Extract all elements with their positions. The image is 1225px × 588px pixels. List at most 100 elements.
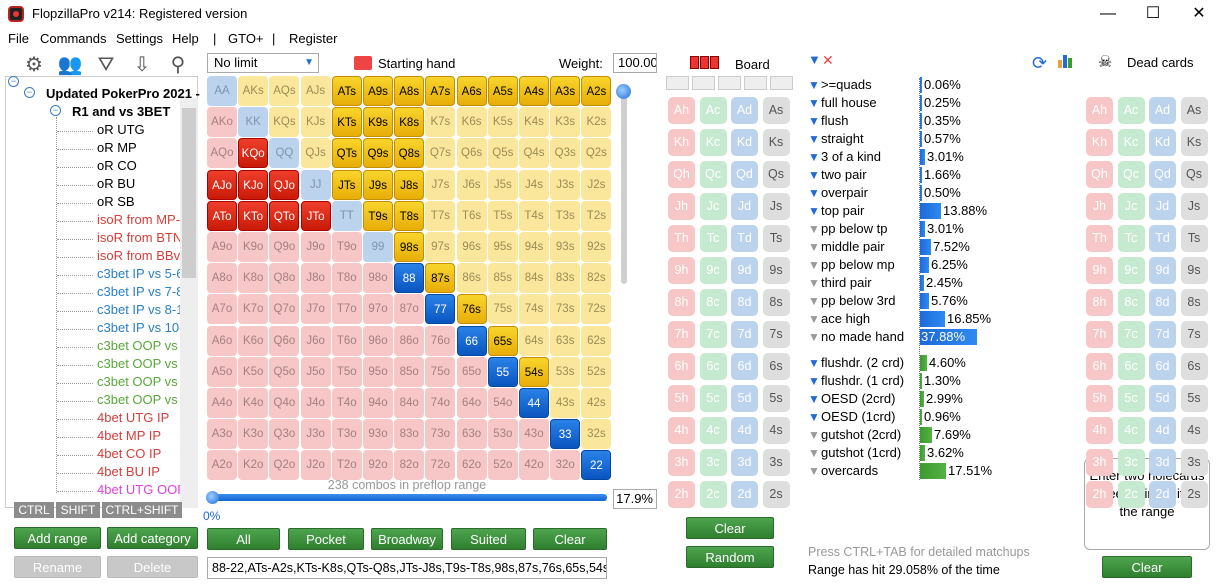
hand-cell[interactable]: KJo (238, 169, 269, 200)
hand-cell[interactable]: Q3o (269, 419, 300, 450)
filter-icon[interactable]: ▼ (808, 240, 820, 254)
board-clear-button[interactable]: Clear (686, 517, 774, 539)
hand-cell[interactable]: 94s (519, 232, 549, 262)
add-range-button[interactable]: Add range (14, 527, 101, 549)
hand-category-label[interactable]: pp below 3rd (821, 293, 896, 308)
board-card[interactable]: 8c (699, 289, 727, 316)
tree-range-item[interactable]: oR CO (97, 158, 137, 173)
hand-cell[interactable]: K2o (238, 450, 269, 481)
hand-cell[interactable]: Q8o (269, 263, 300, 294)
dead-card[interactable]: Ah (1086, 97, 1113, 124)
tree-range-item[interactable]: c3bet IP vs 8-10% (97, 302, 180, 317)
hand-cell[interactable]: A7s (425, 76, 456, 106)
dead-card[interactable]: 3s (1180, 449, 1208, 476)
hand-category-label[interactable]: overcards (821, 463, 879, 478)
board-slot[interactable] (666, 76, 689, 90)
hand-cell[interactable]: K6s (456, 107, 487, 138)
board-card[interactable]: Qd (731, 161, 758, 188)
hand-category-label[interactable]: pp below tp (821, 221, 888, 236)
hand-cell[interactable]: A4o (207, 388, 237, 418)
hand-cell[interactable]: ATo (207, 200, 237, 231)
hand-cell[interactable]: 97o (363, 294, 393, 325)
board-card[interactable]: 3s (762, 449, 790, 476)
hand-cell[interactable]: KJs (300, 107, 331, 138)
hand-cell[interactable]: 55 (487, 356, 518, 387)
hand-cell[interactable]: 76s (456, 294, 487, 325)
hand-cell[interactable]: A8s (394, 76, 425, 106)
dead-card[interactable]: 6d (1149, 353, 1176, 380)
dead-card[interactable]: 9h (1086, 257, 1113, 284)
tree-range-item[interactable]: 4bet UTG OOP (97, 482, 180, 497)
hand-cell[interactable]: Q4s (519, 138, 549, 169)
filter-icon[interactable]: ▼ (808, 258, 820, 272)
hand-cell[interactable]: A5s (487, 76, 518, 106)
menu-settings[interactable]: Settings (116, 31, 163, 46)
hand-cell[interactable]: QJs (300, 138, 331, 169)
hand-cell[interactable]: 63o (456, 419, 487, 450)
hand-cell[interactable]: 83s (550, 263, 581, 294)
dead-card[interactable]: Ks (1180, 129, 1208, 156)
board-card[interactable]: 8h (668, 289, 695, 316)
hand-cell[interactable]: 86s (456, 263, 487, 294)
dead-card[interactable]: 9c (1117, 257, 1145, 284)
filter-icon[interactable]: ▼ (808, 114, 820, 128)
hand-cell[interactable]: 98o (363, 263, 393, 294)
hand-cell[interactable]: 65s (487, 325, 518, 356)
board-slot[interactable] (770, 76, 793, 90)
dead-card[interactable]: 5c (1117, 385, 1145, 412)
tree-range-item[interactable]: 4bet CO IP (97, 446, 162, 461)
tree-range-item[interactable]: oR BU (97, 176, 136, 191)
hand-cell[interactable]: AQs (269, 76, 300, 106)
hand-cell[interactable]: 92s (581, 232, 612, 262)
hand-cell[interactable]: KQo (238, 138, 269, 169)
hand-cell[interactable]: 75o (425, 356, 456, 387)
hand-cell[interactable]: A8o (207, 263, 237, 294)
hand-cell[interactable]: 52s (581, 356, 612, 387)
hand-cell[interactable]: 73o (425, 419, 456, 450)
dead-card[interactable]: 2h (1086, 481, 1113, 508)
bar-chart-icon[interactable] (1058, 54, 1074, 68)
broadway-button[interactable]: Broadway (371, 528, 443, 550)
dead-card[interactable]: 9s (1180, 257, 1208, 284)
filter-icon[interactable]: ▼ (808, 356, 820, 370)
hand-cell[interactable]: 86o (394, 325, 425, 356)
hand-category-label[interactable]: ace high (821, 311, 871, 326)
board-card[interactable]: 7s (762, 321, 790, 348)
dead-card[interactable]: Js (1180, 193, 1208, 220)
hand-cell[interactable]: J5s (487, 169, 518, 200)
filter-icon[interactable]: ▼ (808, 392, 820, 406)
dead-card[interactable]: Qc (1117, 161, 1145, 188)
board-card[interactable]: Qs (762, 161, 790, 188)
hand-cell[interactable]: K5o (238, 356, 269, 387)
dead-card[interactable]: 7d (1149, 321, 1176, 348)
filter-icon[interactable]: ▼ (808, 186, 820, 200)
hand-cell[interactable]: J7s (425, 169, 456, 200)
tree-category-label[interactable]: R1 and vs 3BET (72, 104, 171, 119)
hand-cell[interactable]: A9o (207, 232, 237, 262)
hand-cell[interactable]: J3s (550, 169, 581, 200)
board-card[interactable]: 6h (668, 353, 695, 380)
hand-cell[interactable]: QQ (269, 138, 300, 169)
hand-cell[interactable]: Q5o (269, 356, 300, 387)
hand-cell[interactable]: 22 (581, 450, 612, 481)
hand-cell[interactable]: K3o (238, 419, 269, 450)
hand-cell[interactable]: T7o (331, 294, 362, 325)
filter-icon[interactable]: ▼ (808, 464, 820, 478)
board-card[interactable]: 9d (731, 257, 758, 284)
users-icon[interactable]: 👥 (57, 54, 83, 76)
dead-card[interactable]: 5h (1086, 385, 1113, 412)
ctrl-modifier[interactable]: CTRL (14, 502, 54, 518)
hand-cell[interactable]: 82s (581, 263, 612, 294)
hand-cell[interactable]: K4s (519, 107, 549, 138)
hand-cell[interactable]: AJo (207, 169, 237, 200)
tree-expander-icon[interactable]: − (24, 87, 35, 98)
dead-card[interactable]: 4h (1086, 417, 1113, 444)
hand-category-label[interactable]: two pair (821, 167, 867, 182)
tree-range-item[interactable]: 4bet BU IP (97, 464, 160, 479)
hand-cell[interactable]: K6o (238, 325, 269, 356)
dead-card[interactable]: 8d (1149, 289, 1176, 316)
hand-cell[interactable]: J3o (300, 419, 331, 450)
dead-card[interactable]: 2d (1149, 481, 1176, 508)
hand-category-label[interactable]: flush (821, 113, 849, 128)
hand-cell[interactable]: J2s (581, 169, 612, 200)
